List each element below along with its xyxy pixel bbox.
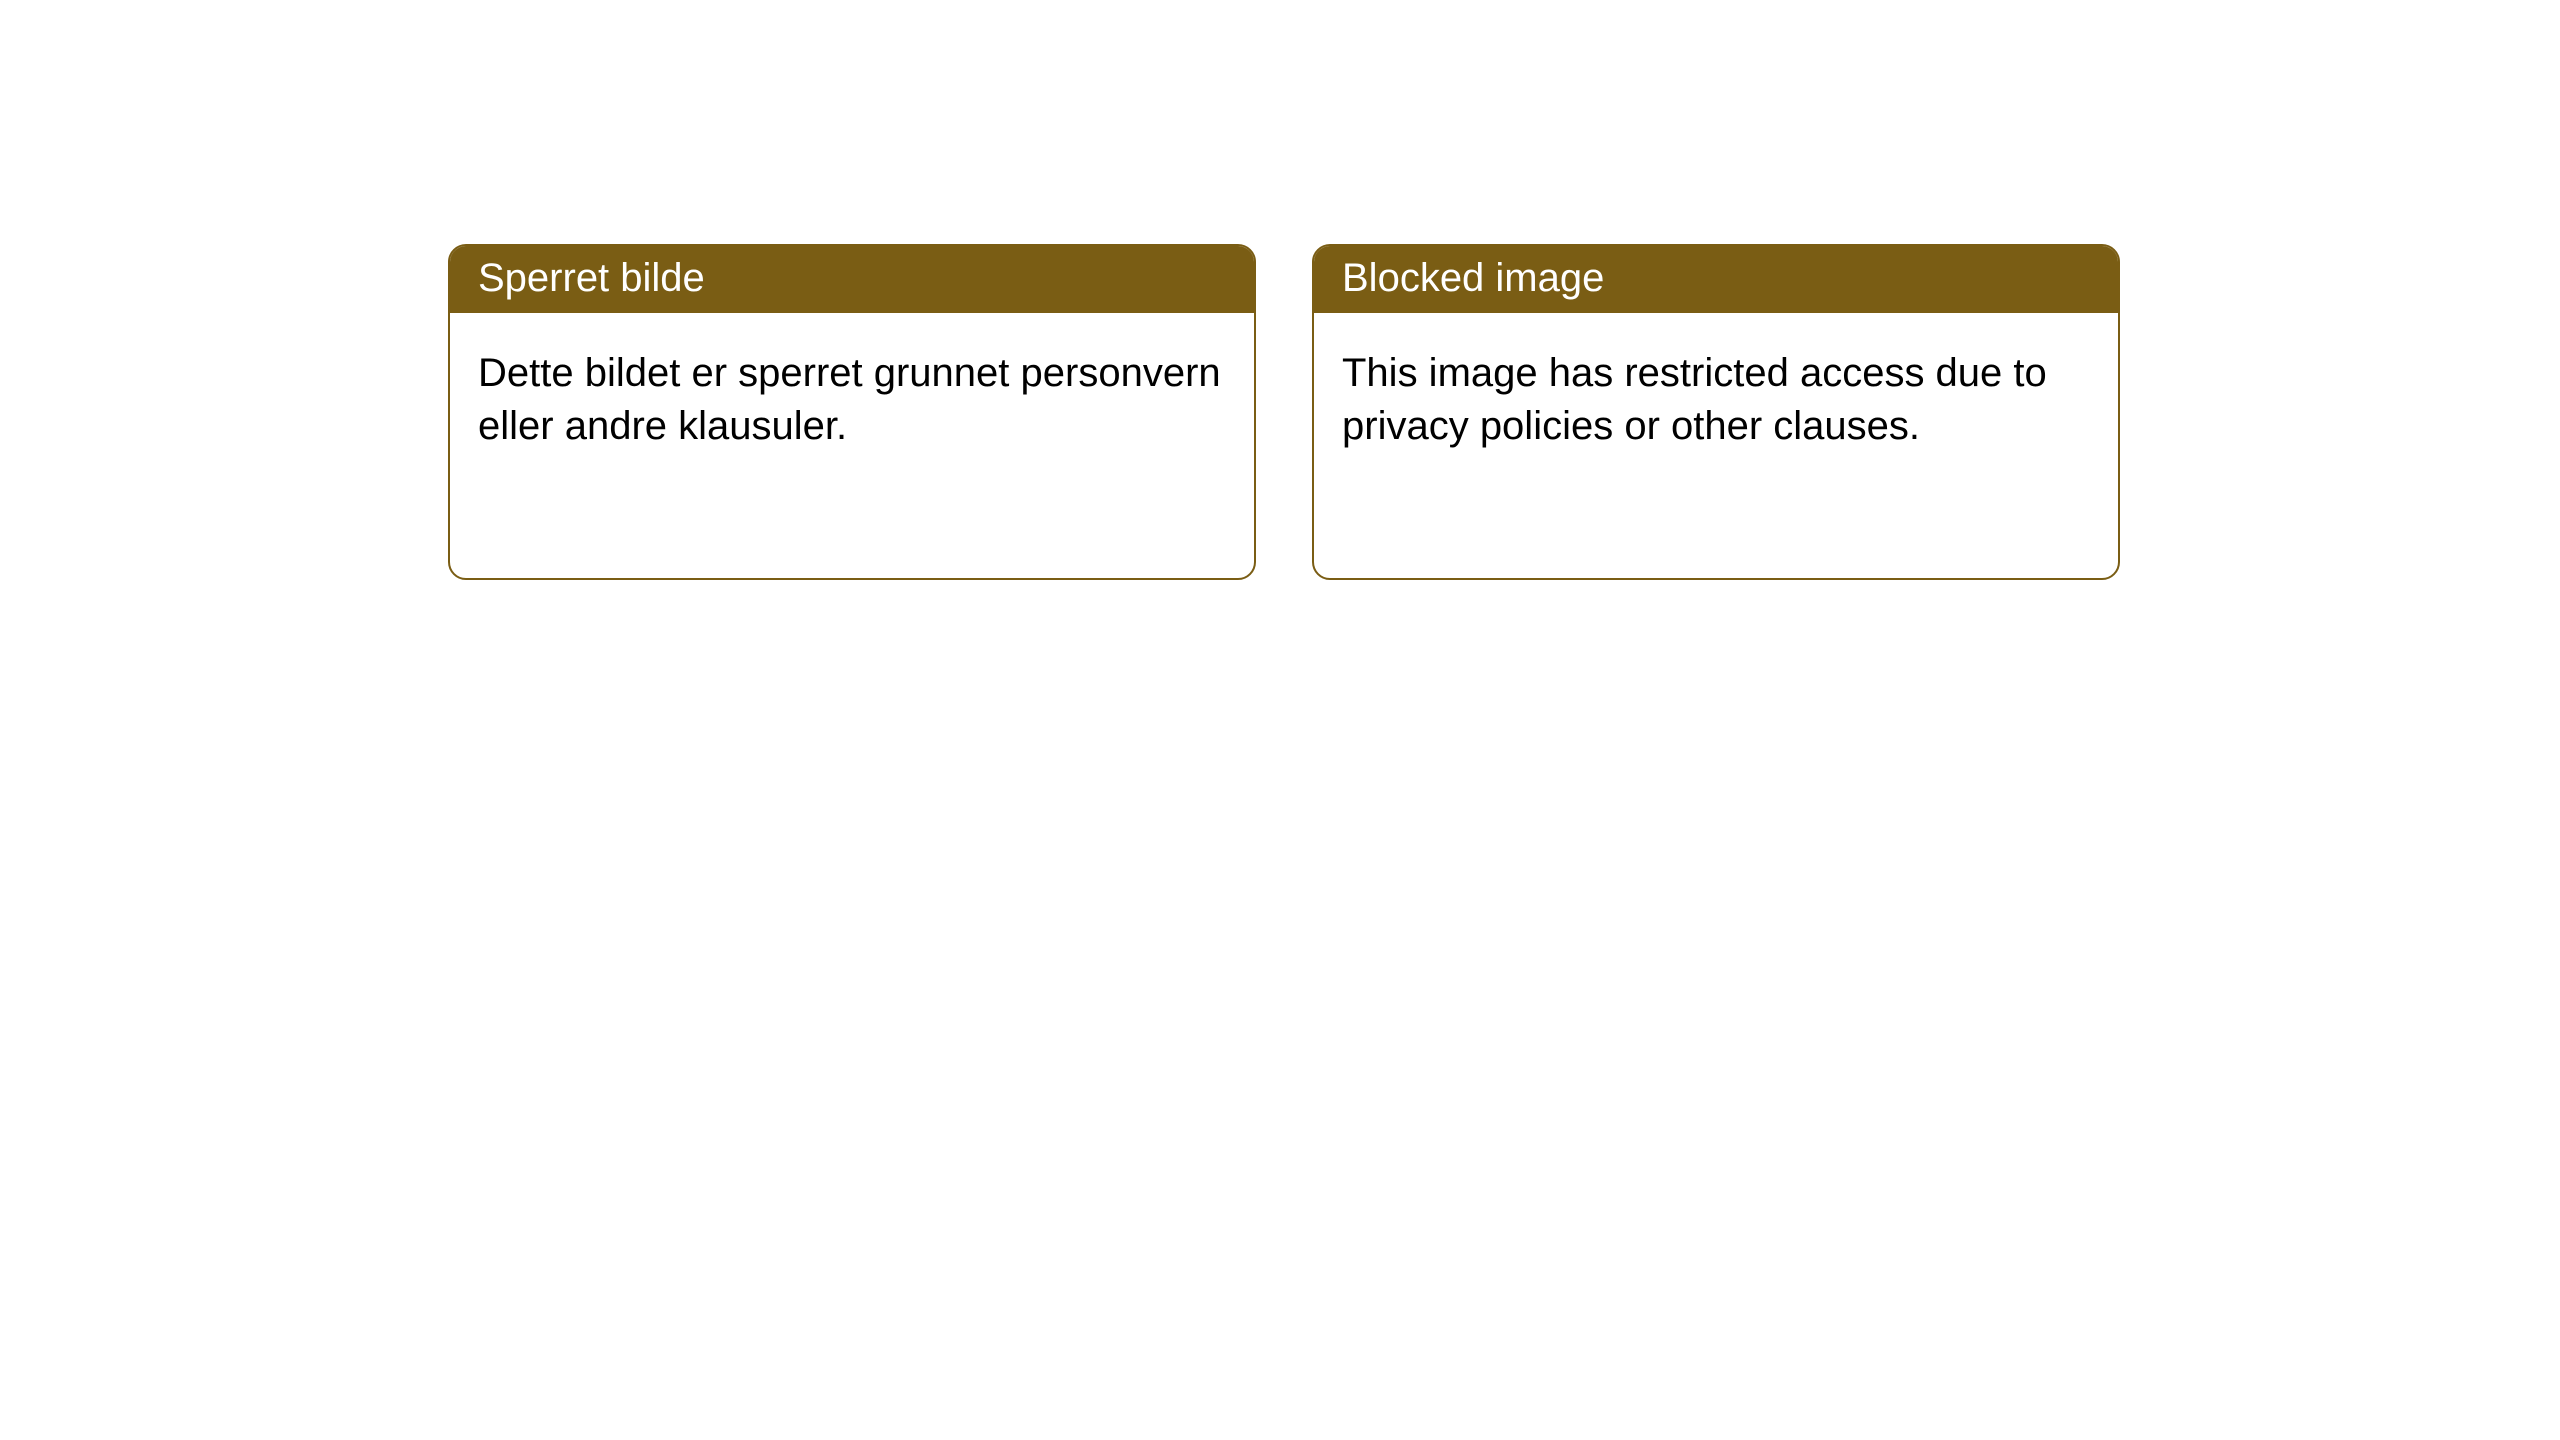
notice-card-english: Blocked image This image has restricted … [1312, 244, 2120, 580]
notice-cards-container: Sperret bilde Dette bildet er sperret gr… [0, 0, 2560, 580]
notice-card-norwegian: Sperret bilde Dette bildet er sperret gr… [448, 244, 1256, 580]
card-body-text: Dette bildet er sperret grunnet personve… [450, 313, 1254, 487]
card-title: Blocked image [1314, 246, 2118, 313]
card-body-text: This image has restricted access due to … [1314, 313, 2118, 487]
card-title: Sperret bilde [450, 246, 1254, 313]
